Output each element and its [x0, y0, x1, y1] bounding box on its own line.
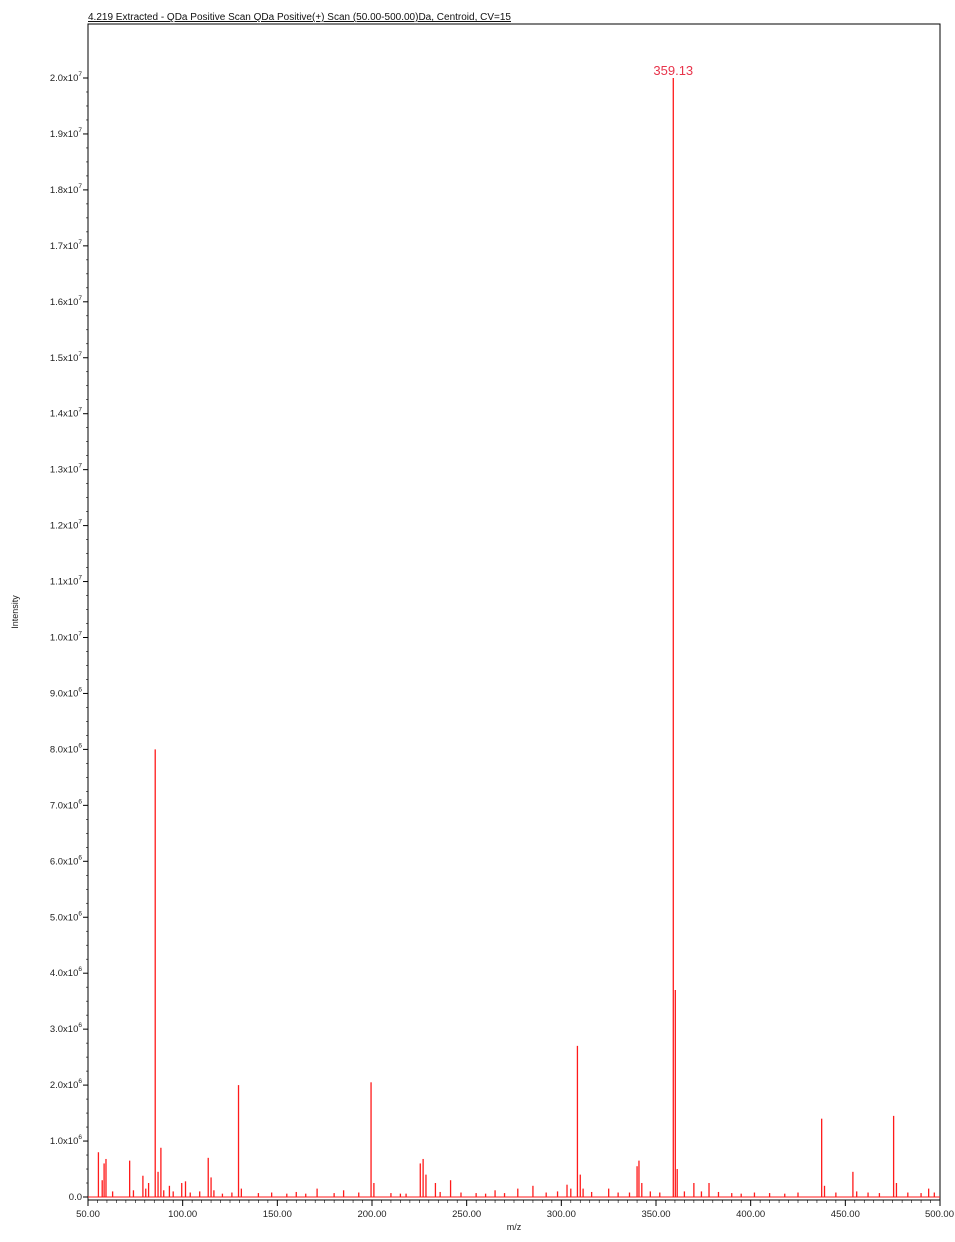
y-tick-label: 1.2x107 — [50, 519, 83, 532]
y-tick-label: 1.7x107 — [50, 239, 83, 252]
x-tick-label: 50.00 — [76, 1209, 100, 1220]
x-tick-label: 150.00 — [263, 1209, 292, 1220]
y-tick-label: 4.0x106 — [50, 966, 83, 979]
y-tick-label: 1.5x107 — [50, 351, 83, 364]
peak-annotation-label: 359.13 — [653, 63, 693, 78]
y-tick-label: 1.0x106 — [50, 1134, 83, 1147]
y-tick-label: 2.0x107 — [50, 71, 83, 84]
x-tick-label: 300.00 — [547, 1209, 576, 1220]
y-tick-label: 6.0x106 — [50, 854, 83, 867]
x-tick-label: 250.00 — [452, 1209, 481, 1220]
peak-annotations: 359.13 — [653, 63, 693, 78]
y-axis-label: Intensity — [10, 595, 20, 629]
y-tick-label: 1.1x107 — [50, 575, 83, 588]
y-tick-label: 8.0x106 — [50, 742, 83, 755]
x-tick-label: 450.00 — [831, 1209, 860, 1220]
chart-title: 4.219 Extracted - QDa Positive Scan QDa … — [88, 12, 511, 23]
y-tick-label: 2.0x106 — [50, 1078, 83, 1091]
y-tick-label: 1.9x107 — [50, 127, 83, 140]
x-tick-label: 200.00 — [357, 1209, 386, 1220]
x-axis-label: m/z — [507, 1222, 522, 1232]
x-axis: 50.00 100.00 150.00 200.00 250.00 300.00 350.0… — [76, 1200, 954, 1220]
y-tick-label: 1.4x107 — [50, 407, 83, 420]
x-tick-label: 100.00 — [168, 1209, 197, 1220]
y-tick-label: 3.0x106 — [50, 1022, 83, 1035]
plot-frame — [87, 23, 941, 1201]
y-tick-label: 9.0x106 — [50, 686, 83, 699]
y-axis: 0.0 1.0x106 2.0x106 3.0x106 4.0x106 5.0x106 6.… — [50, 71, 88, 1203]
y-tick-label: 1.8x107 — [50, 183, 83, 196]
y-tick-label: 7.0x106 — [50, 798, 83, 811]
x-tick-label: 350.00 — [641, 1209, 670, 1220]
y-tick-label: 1.0x107 — [50, 631, 83, 644]
y-tick-label: 1.6x107 — [50, 295, 83, 308]
x-tick-label: 400.00 — [736, 1209, 765, 1220]
y-tick-label: 1.3x107 — [50, 463, 83, 476]
spectrum-peaks — [88, 78, 940, 1198]
x-tick-label: 500.00 — [925, 1209, 954, 1220]
y-tick-label: 0.0 — [69, 1192, 82, 1203]
y-tick-label: 5.0x106 — [50, 910, 83, 923]
